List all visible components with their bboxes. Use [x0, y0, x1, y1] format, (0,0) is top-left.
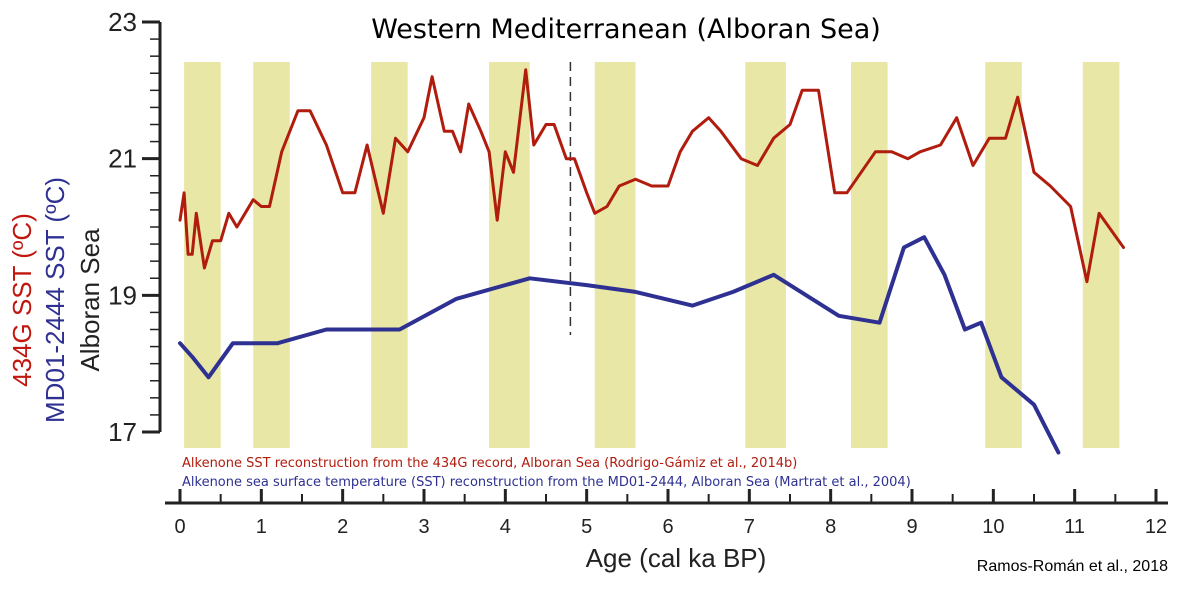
x-tick-label-5: 5 — [581, 516, 592, 538]
x-axis-label: Age (cal ka BP) — [586, 543, 767, 573]
y-axis-label: 434G SST (ºC) MD01-2444 SST (ºC) Alboran… — [7, 177, 105, 423]
x-tick-label-7: 7 — [744, 516, 755, 538]
series-line-1 — [178, 235, 1061, 455]
x-tick-label-11: 11 — [1064, 516, 1085, 538]
y-tick-labels: 23 21 19 17 — [108, 7, 137, 447]
shaded-band-5 — [745, 62, 786, 448]
x-tick-label-0: 0 — [174, 516, 185, 538]
y-axis-label-alboran: Alboran Sea — [75, 228, 105, 372]
y-tick-label-0: 23 — [108, 7, 137, 37]
x-tick-labels: 0 1 2 3 4 5 6 7 8 9 10 11 12 — [174, 516, 1167, 538]
y-tick-label-3: 17 — [108, 417, 137, 447]
chart-title: Western Mediterranean (Alboran Sea) — [371, 14, 881, 45]
x-tick-label-6: 6 — [662, 516, 673, 538]
x-tick-label-2: 2 — [337, 516, 348, 538]
x-tick-label-4: 4 — [500, 516, 511, 538]
shaded-band-7 — [985, 62, 1022, 448]
shaded-band-8 — [1082, 62, 1120, 448]
shaded-band-4 — [594, 62, 636, 448]
shaded-band-1 — [253, 62, 290, 448]
x-tick-label-1: 1 — [256, 516, 267, 538]
x-tick-label-12: 12 — [1145, 516, 1167, 538]
y-axis-label-md01-2444: MD01-2444 SST (ºC) — [40, 177, 70, 423]
x-tick-label-8: 8 — [825, 516, 836, 538]
series-line-0 — [178, 68, 1125, 284]
x-tick-label-10: 10 — [982, 516, 1004, 538]
axes — [142, 20, 1168, 505]
legend-entry-434g: Alkenone SST reconstruction from the 434… — [182, 456, 797, 471]
y-tick-label-2: 19 — [108, 280, 137, 310]
x-tick-label-9: 9 — [906, 516, 917, 538]
x-tick-label-3: 3 — [418, 516, 429, 538]
y-tick-label-1: 21 — [108, 144, 137, 174]
legend-entry-md01-2444: Alkenone sea surface temperature (SST) r… — [182, 475, 911, 490]
shaded-band-3 — [489, 62, 530, 448]
shaded-bands — [184, 62, 1120, 448]
shaded-band-6 — [851, 62, 888, 448]
shaded-band-2 — [371, 62, 408, 448]
y-axis-label-434g: 434G SST (ºC) — [7, 213, 37, 387]
series-lines — [178, 68, 1125, 455]
credit-text: Ramos-Román et al., 2018 — [977, 558, 1168, 575]
